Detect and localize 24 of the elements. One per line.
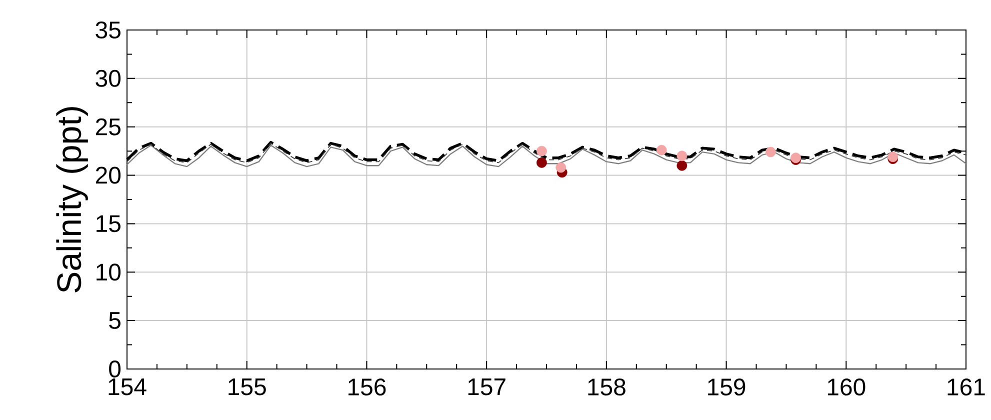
y-tick-label: 0: [109, 360, 121, 378]
point: [676, 160, 688, 171]
y-tick-label: 15: [96, 215, 120, 232]
x-tick-label: 157: [468, 378, 506, 396]
y-tick-label: 25: [96, 118, 120, 136]
x-tick-label: 155: [228, 378, 266, 396]
y-tick-label: 30: [96, 70, 121, 87]
point: [656, 144, 667, 156]
x-tick-label: 159: [708, 378, 746, 396]
y-tick-label: 20: [96, 166, 121, 184]
x-tick-label: 160: [828, 378, 866, 396]
point: [536, 146, 547, 156]
x-tick-label: 158: [588, 378, 626, 396]
x-tick-label: 154: [108, 378, 146, 396]
y-axis-title: Salinity (ppt): [56, 107, 88, 292]
y-tick-label: 10: [96, 264, 121, 281]
y-tick-label: 35: [96, 22, 120, 38]
y-tick-label: 5: [109, 312, 120, 329]
point: [676, 150, 688, 162]
point: [536, 157, 547, 168]
x-tick-label: 161: [948, 378, 985, 396]
point: [556, 162, 566, 173]
point: [765, 146, 776, 158]
x-tick-label: 156: [348, 378, 386, 396]
